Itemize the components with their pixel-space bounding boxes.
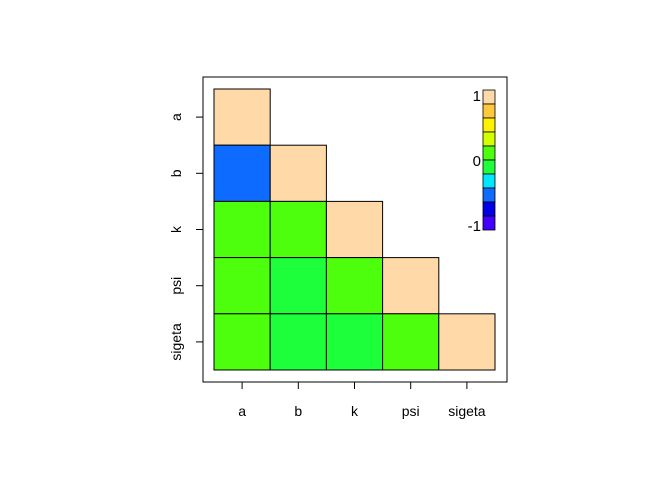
heatmap-cell-psi-psi: [382, 257, 440, 315]
y-axis: a b k psi sigeta: [168, 113, 203, 361]
legend-swatch-2: [482, 117, 496, 133]
heatmap-cell-sigeta-a: [213, 313, 271, 371]
heatmap-cell-a-a: [213, 88, 271, 146]
legend-swatch-6: [482, 173, 496, 189]
heatmap-cell-sigeta-sigeta: [438, 313, 496, 371]
legend-swatch-0: [482, 89, 496, 105]
heatmap-cell-b-a: [213, 144, 271, 202]
heatmap-cell-sigeta-k: [325, 313, 384, 371]
heatmap-cell-psi-b: [269, 257, 327, 315]
legend-swatch-4: [482, 145, 496, 161]
heatmap-cell-k-a: [213, 200, 271, 259]
legend-swatch-7: [482, 187, 496, 203]
legend-label-0: 1: [473, 88, 481, 105]
heatmap-cell-k-b: [269, 200, 327, 259]
x-tick-label-sigeta: sigeta: [448, 403, 486, 419]
heatmap-cell-psi-a: [213, 257, 271, 315]
x-axis: a b k psi sigeta: [238, 382, 486, 419]
legend-label-1: 0: [473, 153, 481, 170]
y-tick-label-b: b: [168, 169, 184, 177]
legend-swatch-3: [482, 131, 496, 147]
x-tick-label-k: k: [351, 403, 359, 419]
y-tick-label-sigeta: sigeta: [168, 323, 184, 361]
legend-label-2: -1: [468, 218, 481, 235]
heatmap-cell-b-b: [269, 144, 327, 202]
heatmap-cell-psi-k: [325, 257, 384, 315]
heatmap-cells: [213, 88, 496, 371]
legend-swatch-8: [482, 201, 496, 217]
x-tick-label-b: b: [294, 403, 302, 419]
x-tick-label-psi: psi: [402, 403, 420, 419]
x-tick-label-a: a: [238, 403, 246, 419]
y-tick-label-psi: psi: [168, 277, 184, 295]
y-tick-label-a: a: [168, 113, 184, 121]
heatmap-cell-k-k: [325, 200, 384, 259]
heatmap-cell-sigeta-b: [269, 313, 327, 371]
y-tick-label-k: k: [168, 225, 184, 233]
heatmap-cell-sigeta-psi: [382, 313, 440, 371]
legend-swatch-9: [482, 215, 496, 231]
color-legend: 1 0 -1: [468, 88, 496, 235]
legend-swatch-5: [482, 159, 496, 175]
legend-swatch-1: [482, 103, 496, 119]
